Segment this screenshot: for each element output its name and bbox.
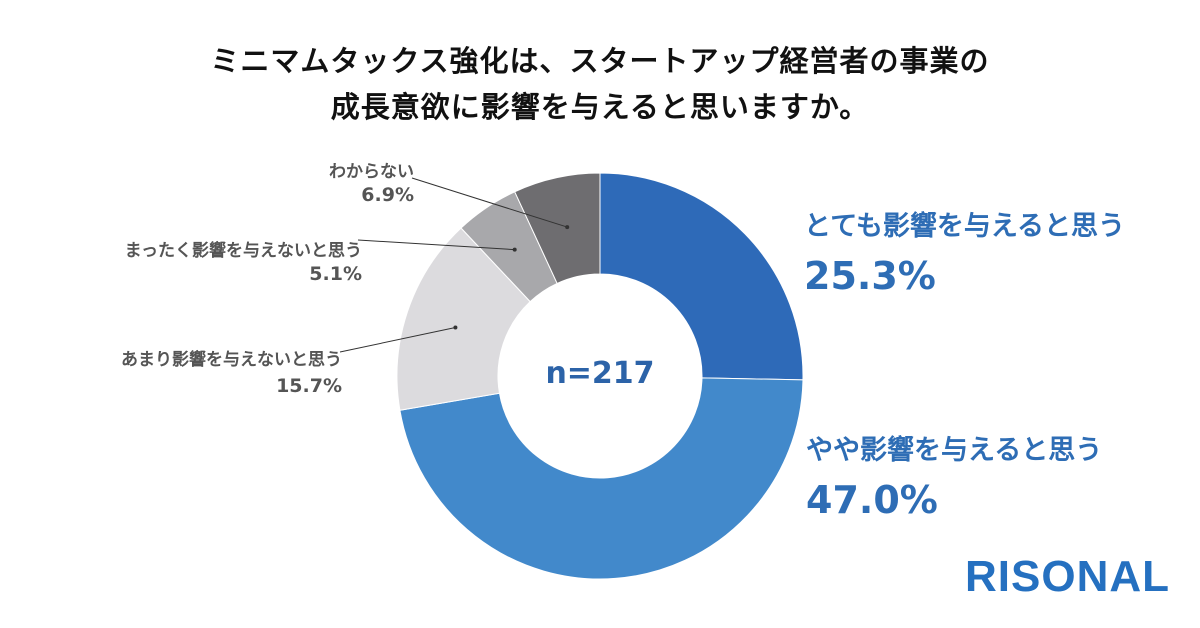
leader-dot-amari xyxy=(453,325,458,330)
slice-value-wakaranai: 6.9% xyxy=(361,184,414,206)
donut-slice-yaya xyxy=(399,377,804,580)
chart-title: ミニマムタックス強化は、スタートアップ経営者の事業の 成長意欲に影響を与えると思… xyxy=(0,38,1200,130)
slice-value-yaya: 47.0% xyxy=(806,478,938,522)
leader-line-mattaku xyxy=(357,239,515,251)
leader-line-wakaranai xyxy=(411,177,568,228)
slice-label-yaya: やや影響を与えると思う xyxy=(806,435,1103,466)
chart-title-line-1: ミニマムタックス強化は、スタートアップ経営者の事業の xyxy=(210,44,990,78)
slice-label-mattaku: まったく影響を与えないと思う xyxy=(124,241,362,261)
donut-slice-totemo xyxy=(599,172,804,381)
chart-title-line-2: 成長意欲に影響を与えると思いますか。 xyxy=(330,90,870,124)
leader-line-amari xyxy=(339,327,456,353)
slice-value-mattaku: 5.1% xyxy=(309,263,362,285)
donut-slice-amari xyxy=(396,227,531,411)
leader-dot-mattaku xyxy=(512,247,517,252)
slice-label-amari: あまり影響を与えないと思う xyxy=(121,350,342,370)
donut-slice-wakaranai xyxy=(514,172,601,285)
slice-value-amari: 15.7% xyxy=(276,375,342,397)
slice-value-totemo: 25.3% xyxy=(804,254,936,298)
leader-dot-wakaranai xyxy=(565,225,570,230)
slice-label-totemo: とても影響を与えると思う xyxy=(804,211,1126,242)
brand-logo: RISONAL xyxy=(965,552,1170,601)
slice-label-wakaranai: わからない xyxy=(329,162,414,182)
sample-size-label: n=217 xyxy=(545,356,655,391)
